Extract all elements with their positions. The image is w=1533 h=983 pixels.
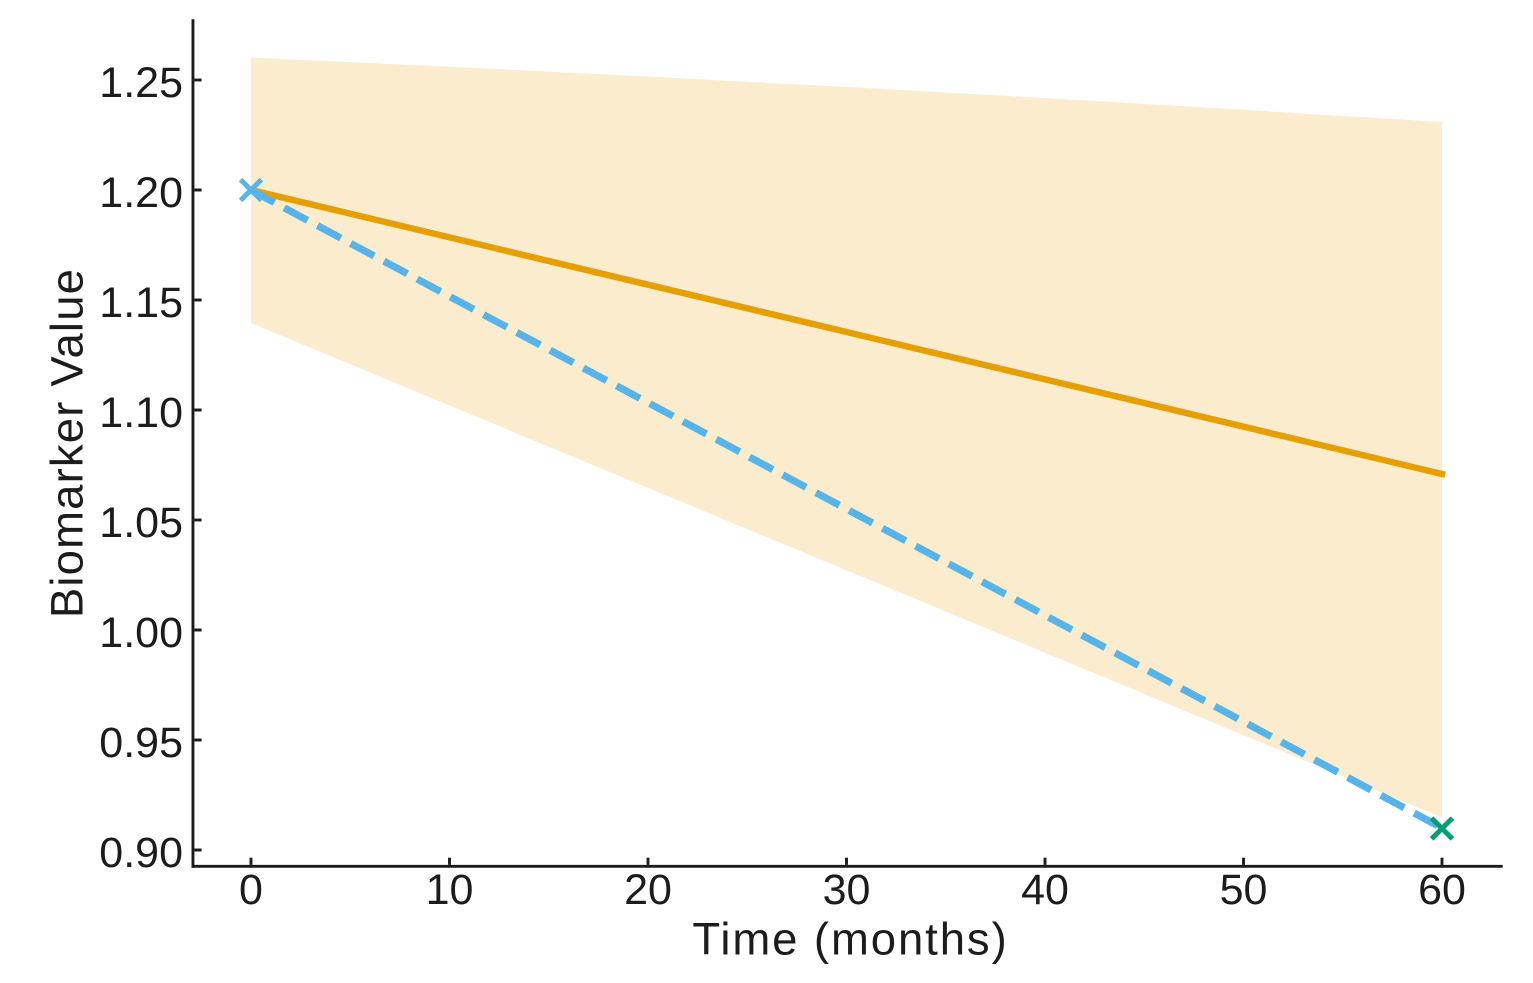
svg-text:10: 10 bbox=[426, 866, 474, 914]
svg-text:1.15: 1.15 bbox=[99, 279, 183, 327]
svg-text:Time (months): Time (months) bbox=[692, 914, 1008, 965]
svg-text:30: 30 bbox=[823, 866, 871, 914]
svg-text:1.00: 1.00 bbox=[99, 609, 183, 657]
svg-text:40: 40 bbox=[1021, 866, 1069, 914]
svg-text:0: 0 bbox=[239, 866, 263, 914]
svg-text:0.90: 0.90 bbox=[99, 829, 183, 877]
svg-text:60: 60 bbox=[1418, 866, 1466, 914]
svg-text:Biomarker Value: Biomarker Value bbox=[42, 268, 93, 618]
svg-text:0.95: 0.95 bbox=[99, 719, 183, 767]
svg-text:1.25: 1.25 bbox=[99, 59, 183, 107]
svg-text:1.10: 1.10 bbox=[99, 389, 183, 437]
svg-text:20: 20 bbox=[624, 866, 672, 914]
svg-text:1.20: 1.20 bbox=[99, 169, 183, 217]
svg-text:50: 50 bbox=[1220, 866, 1268, 914]
svg-text:1.05: 1.05 bbox=[99, 499, 183, 547]
